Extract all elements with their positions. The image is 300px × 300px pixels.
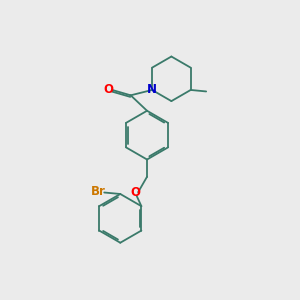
Text: O: O [104,83,114,97]
Text: Br: Br [91,185,106,198]
Text: N: N [147,83,157,97]
Text: O: O [131,186,141,199]
